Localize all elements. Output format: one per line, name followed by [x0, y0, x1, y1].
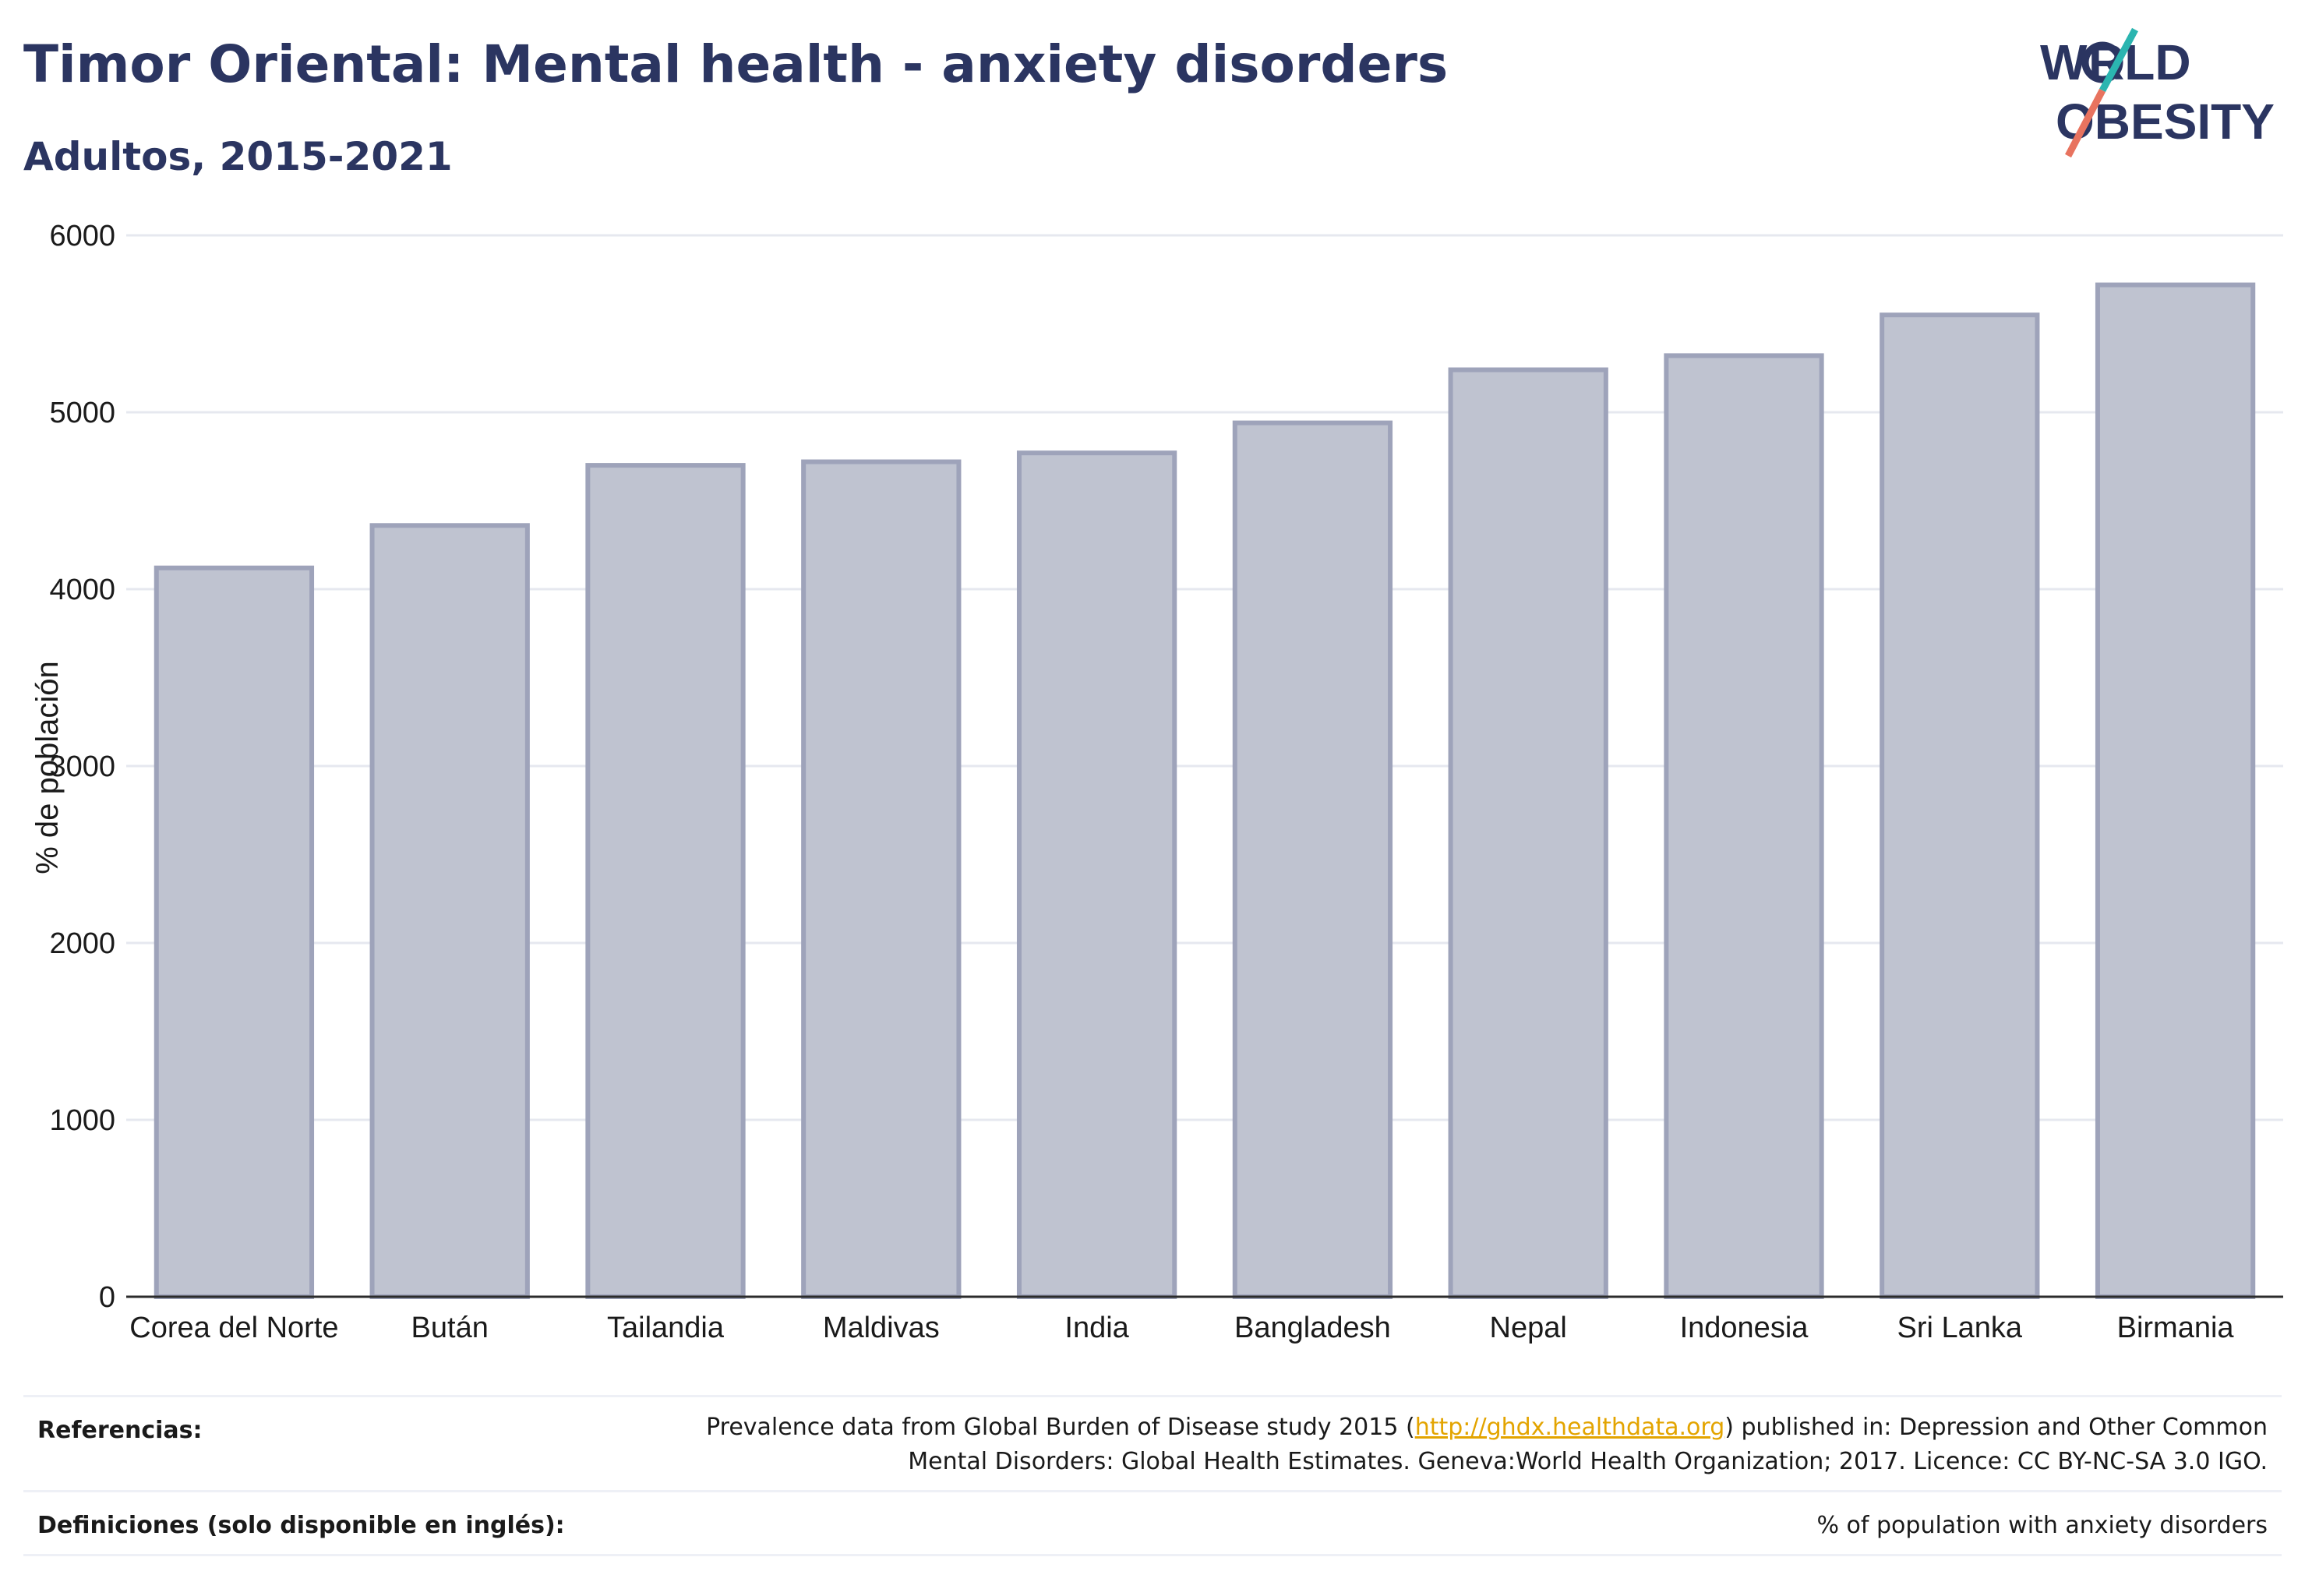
- bar: [1232, 420, 1393, 1299]
- references-text: Prevalence data from Global Burden of Di…: [631, 1411, 2268, 1479]
- y-tick-label: 0: [99, 1281, 115, 1314]
- bar: [2095, 282, 2256, 1299]
- x-tick-label: India: [1064, 1312, 1129, 1344]
- world-obesity-logo: W RLD OBESITY: [2040, 27, 2275, 158]
- y-tick-label: 6000: [49, 220, 115, 252]
- x-tick-label: Bután: [411, 1312, 489, 1344]
- axes: 0 1000 2000 3000 4000 5000 6000 Corea del Norte…: [49, 220, 2283, 1344]
- bar: [369, 523, 530, 1299]
- bar: [1016, 450, 1177, 1300]
- y-tick-label: 2000: [49, 927, 115, 960]
- definitions-label: Definiciones (solo disponible en inglés)…: [37, 1512, 565, 1539]
- x-tick-label: Indonesia: [1680, 1312, 1809, 1344]
- x-tick-label: Birmania: [2117, 1312, 2235, 1344]
- references-link[interactable]: http://ghdx.healthdata.org: [1414, 1414, 1725, 1441]
- footer-divider-bottom: [23, 1554, 2282, 1556]
- references-text-before: Prevalence data from Global Burden of Di…: [706, 1414, 1415, 1441]
- y-tick-label: 5000: [49, 397, 115, 429]
- bar: [1880, 312, 2040, 1299]
- x-tick-label: Bangladesh: [1234, 1312, 1391, 1344]
- x-tick-label: Maldivas: [823, 1312, 940, 1344]
- x-tick-label: Sri Lanka: [1897, 1312, 2023, 1344]
- bar: [801, 459, 962, 1299]
- y-axis-label: % de población: [30, 661, 65, 874]
- references-label: Referencias:: [37, 1417, 203, 1444]
- x-tick-label: Nepal: [1490, 1312, 1567, 1344]
- chart-subtitle: Adultos, 2015-2021: [23, 134, 453, 179]
- x-tick-label: Tailandia: [607, 1312, 725, 1344]
- y-tick-label: 1000: [49, 1104, 115, 1137]
- y-tick-label: 3000: [49, 750, 115, 783]
- bars: [154, 282, 2256, 1300]
- bar: [154, 565, 315, 1299]
- references-text-after: ) published in: Depression and Other Com…: [908, 1414, 2268, 1475]
- y-tick-label: 4000: [49, 574, 115, 606]
- chart-title: Timor Oriental: Mental health - anxiety …: [23, 34, 1449, 94]
- svg-text:W: W: [2040, 34, 2088, 90]
- footer-divider-middle: [23, 1490, 2282, 1492]
- definitions-text: % of population with anxiety disorders: [1816, 1512, 2268, 1539]
- bar: [1664, 353, 1824, 1299]
- bar: [1448, 367, 1608, 1299]
- x-tick-label: Corea del Norte: [129, 1312, 338, 1344]
- bar: [585, 463, 746, 1299]
- bar-chart: 0 1000 2000 3000 4000 5000 6000 Corea del Norte…: [30, 220, 2283, 1344]
- footer-divider-top: [23, 1395, 2282, 1397]
